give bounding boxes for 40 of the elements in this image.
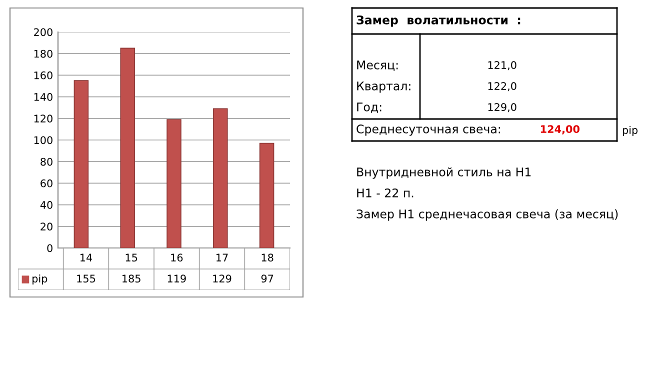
y-tick-label: 140	[34, 93, 52, 101]
y-tick-label: 200	[34, 28, 52, 36]
text: Среднесуточная свеча:	[356, 124, 500, 136]
text: Год:	[357, 102, 382, 113]
y-tick-label: 100	[34, 136, 52, 144]
x-tick-label: 16	[171, 254, 183, 262]
bar	[259, 142, 274, 248]
text: 129,0	[488, 103, 516, 112]
text: H1 - 22 п.	[357, 188, 414, 198]
y-tick-label: 60	[40, 179, 52, 188]
x-tick-label: 14	[80, 254, 92, 262]
y-tick-label: 80	[40, 158, 52, 166]
text: Внутридневной стиль на H1	[357, 167, 531, 179]
bar	[166, 119, 182, 248]
text: Квартал:	[357, 82, 410, 93]
y-tick-label: 120	[34, 114, 52, 123]
data-label: 129	[213, 274, 232, 283]
x-tick-label: 15	[126, 254, 138, 262]
bar	[74, 80, 89, 248]
y-tick-label: 40	[40, 201, 52, 209]
text: 122,0	[488, 82, 516, 92]
text: Замер H1 среднечасовая свеча (за месяц)	[356, 209, 618, 221]
text: 124,00	[540, 125, 580, 134]
bar	[120, 48, 135, 248]
data-label: 97	[261, 274, 274, 283]
data-label: 185	[122, 274, 140, 283]
x-tick-label: 18	[262, 254, 274, 262]
y-tick-label: 180	[34, 50, 52, 58]
text: Месяц:	[357, 60, 398, 71]
y-tick-label: 160	[34, 71, 52, 80]
data-label: 155	[77, 274, 96, 283]
x-tick-label: 17	[216, 254, 228, 262]
bar	[213, 108, 228, 248]
text: Замер волатильности :	[356, 15, 520, 27]
text: pip	[622, 126, 638, 136]
y-tick-label: 0	[47, 244, 52, 252]
y-tick-label: 20	[40, 222, 52, 231]
text: 121,0	[488, 61, 516, 70]
data-label: 119	[168, 274, 186, 283]
legend-label: pip	[32, 274, 48, 285]
